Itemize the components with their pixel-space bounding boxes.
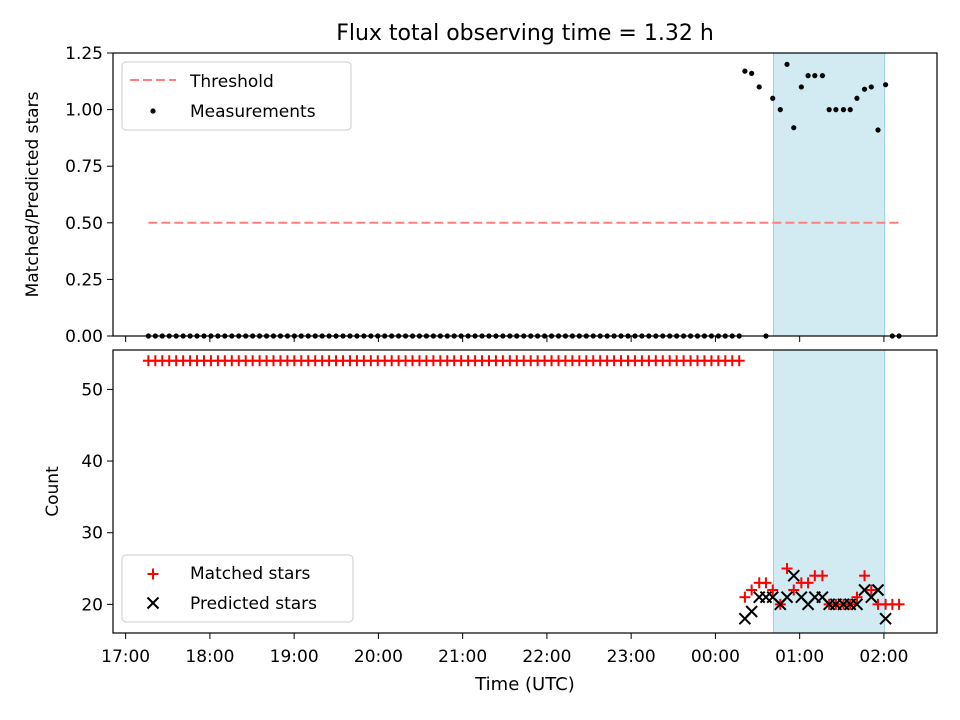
predicted-star-point: [787, 569, 800, 582]
top-axes: 0.00 0.25 0.50 0.75 1.00 1.25 Matched/Predicte…: [23, 44, 938, 347]
x-tick-label: 17:00: [101, 647, 150, 667]
y-tick-label: 50: [81, 380, 103, 400]
shaded-interval: [773, 52, 886, 337]
measurement-point: [861, 86, 868, 92]
x-tick-label: 22:00: [522, 647, 571, 667]
legend-frame: [121, 61, 352, 131]
measurement-point: [756, 84, 762, 90]
matched-star-point: [802, 577, 814, 589]
x-tick-label: 20:00: [354, 647, 403, 667]
matched-star-point: [767, 584, 779, 596]
measurement-point: [749, 70, 755, 76]
x-tick-label: 19:00: [270, 647, 319, 667]
matched-star-point: [147, 568, 159, 580]
legend-top: Threshold Measurements: [121, 61, 352, 131]
matched-star-point: [865, 584, 877, 596]
x-axis-label: Time (UTC): [474, 674, 575, 695]
legend-measurements-label: Measurements: [190, 102, 316, 122]
measurement-point: [854, 95, 860, 101]
x-tick-label: 23:00: [607, 647, 656, 667]
matched-star-point: [859, 570, 871, 582]
matched-star-point: [893, 598, 905, 610]
bottom-axes: 20 30 40 50 17:00 18:00 19:00 20:00 21:00 22:00 23…: [43, 349, 938, 667]
measurement-point: [812, 73, 818, 79]
matched-star-point: [760, 577, 772, 589]
predicted-star-point: [146, 596, 160, 610]
axes-frame: [112, 52, 938, 337]
x-tick-label: 00:00: [691, 647, 740, 667]
y-axis-label: Count: [43, 466, 63, 517]
x-tick-label: 01:00: [775, 647, 824, 667]
y-tick-label: 20: [81, 595, 103, 615]
x-tick-label: 21:00: [438, 647, 487, 667]
matched-star-point: [788, 584, 800, 596]
matched-star-point: [851, 591, 863, 603]
measurement-point: [770, 95, 776, 101]
matched-star-point: [746, 584, 758, 596]
measurement-point: [826, 107, 832, 113]
measurement-point: [883, 82, 889, 88]
matched-star-point: [733, 355, 745, 367]
y-tick-label: 1.25: [65, 44, 103, 64]
legend-matched-label: Matched stars: [190, 564, 310, 584]
y-tick-label: 1.00: [65, 101, 103, 121]
predicted-star-point: [780, 590, 794, 604]
y-tick-label: 30: [81, 524, 103, 544]
chart-title: Flux total observing time = 1.32 h: [336, 21, 714, 46]
predicted-star-point: [850, 598, 864, 611]
matched-star-point: [781, 563, 793, 575]
y-tick-label: 0.75: [65, 157, 103, 177]
legend-measurements-swatch: [150, 108, 156, 114]
predicted-star-point: [745, 605, 758, 618]
y-tick-label: 0.25: [65, 270, 103, 290]
legend-bottom: Matched stars Predicted stars: [121, 554, 354, 623]
matched-star-point: [816, 570, 828, 582]
matched-star-point: [739, 591, 751, 603]
measurement-point: [868, 84, 874, 90]
measurement-point: [777, 107, 783, 113]
axes-frame: [112, 349, 938, 634]
predicted-star-point: [879, 612, 892, 625]
measurement-point: [840, 107, 847, 113]
measurement-point: [875, 127, 881, 133]
measurement-point: [847, 107, 853, 113]
predicted-star-point: [871, 583, 885, 597]
measurement-point: [805, 73, 811, 79]
x-tick-label: 18:00: [185, 647, 234, 667]
measurement-point: [819, 73, 826, 79]
legend-threshold-label: Threshold: [189, 72, 274, 92]
measurement-point: [798, 84, 804, 90]
y-tick-label: 40: [81, 452, 103, 472]
measurement-point: [833, 107, 839, 113]
measurement-point: [742, 68, 748, 74]
legend-predicted-label: Predicted stars: [190, 594, 317, 614]
measurement-point: [791, 125, 797, 131]
y-tick-label: 0.00: [65, 327, 103, 347]
y-axis-label: Matched/Predicted stars: [23, 91, 43, 297]
shaded-interval: [773, 349, 886, 634]
x-tick-label: 02:00: [859, 647, 908, 667]
legend-frame: [121, 554, 354, 623]
y-tick-label: 0.50: [65, 214, 103, 234]
measurement-point: [784, 61, 790, 67]
